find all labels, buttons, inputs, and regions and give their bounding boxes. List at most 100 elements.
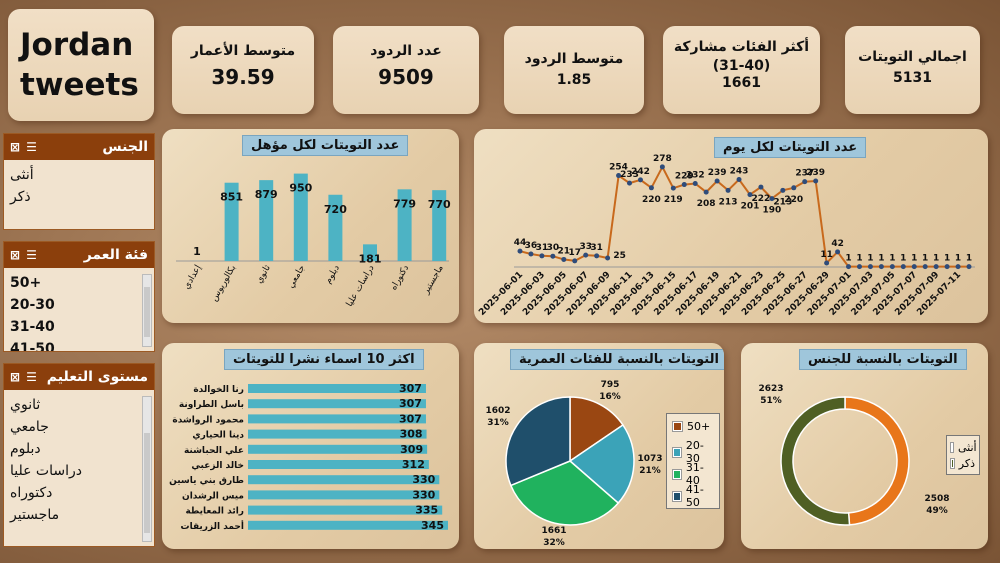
chart-title: اكثر 10 اسماء نشرا للتويتات (224, 349, 424, 370)
legend-label: ذكر (958, 456, 975, 470)
bar (259, 180, 274, 261)
x-tick-label: دبلوم (323, 264, 342, 286)
data-label: 950 (289, 182, 312, 195)
legend-label: 41-50 (685, 483, 704, 509)
data-label: 851 (220, 191, 243, 204)
data-label: 237 (795, 169, 814, 179)
slicer-gender[interactable]: ⊠ ☰ الجنس أنثى ذكر (3, 133, 155, 230)
slicer-title: فئة العمر (83, 247, 148, 263)
data-label: 330 (412, 473, 435, 486)
legend-swatch (672, 446, 682, 458)
data-label: 345 (421, 519, 444, 532)
pie-slice (569, 396, 624, 463)
data-point (539, 253, 545, 259)
data-point (659, 164, 665, 170)
y-tick-label: أحمد الزريقات (181, 520, 244, 532)
bar (328, 194, 343, 261)
data-label: 220 (784, 195, 803, 205)
chart-title: عدد التويتات لكل مؤهل (242, 135, 409, 156)
slicer-item[interactable]: 20-30 (10, 297, 55, 313)
kpi-value: 39.59 (211, 65, 275, 89)
legend-label: أنثى (958, 440, 977, 454)
slicer-item[interactable]: أنثى (10, 167, 34, 183)
slicer-item[interactable]: دراسات عليا (10, 463, 82, 479)
slicer-item[interactable]: ماجستير (10, 507, 60, 523)
data-label: 1 (900, 254, 906, 264)
slicer-education[interactable]: ⊠ ☰ مستوى التعليم ثانوي جامعي دبلوم دراسا… (3, 363, 155, 547)
data-label: 879 (255, 188, 278, 201)
data-label: 33 (579, 242, 592, 252)
data-point (572, 258, 578, 264)
scrollbar-thumb[interactable] (144, 433, 150, 533)
y-tick-label: رائد المعايطة (185, 507, 244, 517)
data-point (627, 180, 633, 186)
kpi-age-group: (31-40) (712, 58, 771, 74)
x-tick-label: بكالوريوس (209, 264, 238, 304)
legend-label: 20-30 (685, 439, 704, 465)
data-point (648, 185, 654, 191)
scrollbar-thumb[interactable] (144, 287, 150, 337)
clear-filter-icon[interactable]: ⊠ (10, 140, 21, 154)
clear-filter-icon[interactable]: ⊠ (10, 248, 21, 262)
legend-label: 31-40 (685, 461, 704, 487)
data-label: 309 (400, 443, 423, 456)
slicer-header: ⊠ ☰ الجنس (4, 134, 154, 160)
multi-select-icon[interactable]: ☰ (26, 248, 37, 262)
data-label: 307 (399, 397, 422, 410)
y-tick-label: باسل الطراونة (179, 400, 244, 410)
kpi-label: عدد الردود (370, 43, 442, 59)
data-label: 720 (324, 203, 347, 216)
slicer-item[interactable]: 31-40 (10, 319, 55, 335)
data-label: 1 (867, 254, 873, 264)
age-legend: 50+ 20-30 31-40 41-50 (666, 413, 720, 509)
data-point (517, 248, 523, 254)
data-label: 1 (889, 254, 895, 264)
slicer-item[interactable]: 41-50 (10, 341, 55, 352)
multi-select-icon[interactable]: ☰ (26, 370, 37, 384)
kpi-label: اجمالي التويتات (858, 49, 967, 65)
multi-select-icon[interactable]: ☰ (26, 140, 37, 154)
kpi-label: متوسط الردود (524, 51, 624, 67)
kpi-value: 9509 (378, 65, 434, 89)
data-point (692, 180, 698, 186)
qualification-bar-chart: 1 إعدادي 851 بكالوريوس 879 ثانوي 950 جامعي 720 دب… (176, 173, 451, 309)
bar (224, 182, 239, 261)
data-point (561, 256, 567, 262)
kpi-value: 1661 (722, 75, 761, 91)
slicer-header: ⊠ ☰ فئة العمر (4, 242, 154, 268)
slicer-item[interactable]: دكتوراه (10, 485, 53, 501)
slicer-item[interactable]: ذكر (10, 189, 31, 205)
data-point (637, 177, 643, 183)
data-percent: 32% (543, 538, 565, 548)
slicer-item[interactable]: جامعي (10, 419, 49, 435)
data-label: 1 (933, 254, 939, 264)
clear-filter-icon[interactable]: ⊠ (10, 370, 21, 384)
data-label: 233 (620, 170, 639, 180)
kpi-replies: عدد الردود 9509 (333, 26, 479, 114)
data-point (681, 182, 687, 188)
bar (248, 444, 428, 454)
scrollbar[interactable] (142, 396, 152, 542)
bar (363, 244, 377, 261)
slicer-item[interactable]: ثانوي (10, 397, 41, 413)
slicer-item[interactable]: دبلوم (10, 441, 41, 457)
data-label: 1 (944, 254, 950, 264)
panel-gender-donut: التويتات بالنسبة للجنس 2508 49% 2623 51% أن… (741, 343, 988, 549)
panel-daily-chart: عدد التويتات لكل يوم 44 36 31 30 21 17 33 31 25 2… (474, 129, 988, 323)
data-point (583, 252, 589, 258)
data-point (758, 184, 764, 190)
data-point (528, 251, 534, 257)
chart-title: التويتات بالنسبة للفئات العمرية (510, 349, 724, 370)
x-tick-label: دراسات عليا (345, 264, 377, 309)
x-tick-label: ثانوي (254, 263, 273, 285)
gender-donut-chart: 2508 49% 2623 51% (758, 384, 950, 526)
slicer-item[interactable]: 50+ (10, 275, 42, 291)
data-point (725, 187, 731, 193)
bar (248, 399, 426, 409)
y-tick-label: علي الحباشنة (184, 446, 244, 456)
y-tick-label: رنا الخوالدة (193, 385, 244, 395)
slicer-age[interactable]: ⊠ ☰ فئة العمر 50+ 20-30 31-40 41-50 (3, 241, 155, 352)
bar (248, 490, 440, 500)
scrollbar[interactable] (142, 274, 152, 347)
data-label: 254 (609, 163, 628, 173)
